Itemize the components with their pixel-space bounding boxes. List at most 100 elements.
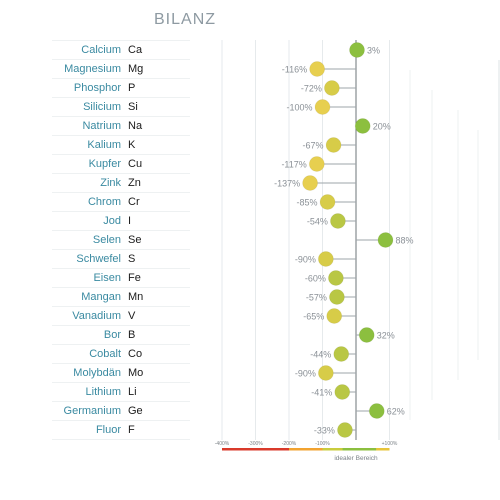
range-bar-segment bbox=[376, 448, 390, 451]
element-symbol-label: Fe bbox=[128, 272, 141, 284]
value-dot bbox=[308, 156, 325, 172]
value-dot bbox=[319, 194, 336, 210]
top-left-fade bbox=[0, 28, 62, 78]
element-name-label: Fluor bbox=[95, 424, 121, 436]
element-symbol-label: Cr bbox=[128, 196, 140, 208]
value-dot bbox=[333, 346, 350, 362]
element-symbol-label: Co bbox=[128, 348, 143, 360]
element-name-label: Schwefel bbox=[76, 253, 121, 265]
value-dot bbox=[302, 175, 319, 191]
x-tick-label: +100% bbox=[382, 441, 398, 447]
value-label: -57% bbox=[306, 293, 327, 303]
value-label: -54% bbox=[307, 217, 328, 227]
range-bar-segment bbox=[322, 448, 343, 451]
value-dot bbox=[377, 232, 394, 248]
element-symbol-label: K bbox=[128, 139, 136, 151]
element-name-label: Mangan bbox=[81, 291, 121, 303]
value-label: -67% bbox=[303, 141, 324, 151]
element-name-label: Silicium bbox=[83, 101, 121, 113]
value-label: -65% bbox=[303, 312, 324, 322]
element-name-label: Calcium bbox=[81, 44, 121, 56]
element-name-label: Magnesium bbox=[64, 63, 121, 75]
value-label: -85% bbox=[297, 198, 318, 208]
element-symbol-label: Se bbox=[128, 234, 142, 246]
value-label: -33% bbox=[314, 426, 335, 436]
value-label: -90% bbox=[295, 255, 316, 265]
value-dot bbox=[368, 403, 385, 419]
value-label: 88% bbox=[395, 236, 413, 246]
value-label: 3% bbox=[367, 46, 380, 56]
value-dot bbox=[349, 42, 366, 58]
value-dot bbox=[309, 61, 326, 77]
element-name-label: Molybdän bbox=[73, 367, 121, 379]
value-label: 32% bbox=[377, 331, 395, 341]
value-label: -44% bbox=[310, 350, 331, 360]
value-dot bbox=[334, 384, 351, 400]
element-name-label: Jod bbox=[103, 215, 121, 227]
element-symbol-label: Ca bbox=[128, 44, 143, 56]
value-label: -41% bbox=[311, 388, 332, 398]
element-symbol-label: P bbox=[128, 82, 136, 94]
element-symbol-label: B bbox=[128, 329, 136, 341]
range-bar-segment bbox=[289, 448, 323, 451]
value-dot bbox=[328, 289, 345, 305]
element-name-label: Zink bbox=[100, 177, 121, 189]
element-symbol-label: Cu bbox=[128, 158, 143, 170]
page-title: BILANZ bbox=[154, 11, 217, 28]
value-dot bbox=[329, 213, 346, 229]
x-tick-label: -400% bbox=[215, 441, 230, 447]
element-symbol-list: Ca Mg P Si Na K Cu Zn Cr I Se S Fe Mn V B Co Mo Li Ge F bbox=[128, 41, 188, 440]
range-bar-segment bbox=[322, 448, 390, 451]
value-label: -116% bbox=[282, 65, 307, 75]
element-symbol-label: Mo bbox=[128, 367, 144, 379]
element-name-label: Kupfer bbox=[88, 158, 121, 170]
value-label: 62% bbox=[387, 407, 405, 417]
element-symbol-label: Na bbox=[128, 120, 143, 132]
element-name-list: Calcium Magnesium Phosphor Silicium Natrium K… bbox=[0, 41, 125, 440]
element-name-label: Vanadium bbox=[72, 310, 121, 322]
element-name-label: Germanium bbox=[63, 405, 121, 417]
element-symbol-label: Mn bbox=[128, 291, 144, 303]
element-name-label: Chrom bbox=[87, 196, 121, 208]
right-rim bbox=[458, 60, 500, 440]
value-dot bbox=[336, 422, 353, 438]
bottom-left-fade bbox=[0, 418, 62, 448]
element-name-label: Natrium bbox=[82, 120, 121, 132]
value-dot bbox=[317, 251, 334, 267]
x-tick-label: -300% bbox=[248, 441, 263, 447]
value-dot bbox=[323, 80, 340, 96]
element-symbol-label: I bbox=[128, 215, 132, 227]
element-symbol-label: Li bbox=[128, 386, 137, 398]
element-name-label: Cobalt bbox=[89, 348, 121, 360]
value-label: -117% bbox=[281, 160, 306, 170]
element-symbol-label: F bbox=[128, 424, 135, 436]
value-label: -60% bbox=[305, 274, 326, 284]
value-label: -137% bbox=[274, 179, 300, 189]
element-symbol-label: Si bbox=[128, 101, 138, 113]
value-dot bbox=[358, 327, 375, 343]
element-name-label: Lithium bbox=[85, 386, 121, 398]
ideal-range-label: idealer Bereich bbox=[334, 455, 378, 462]
value-dot bbox=[326, 308, 343, 324]
value-label: -100% bbox=[286, 103, 312, 113]
range-bar-segment bbox=[222, 448, 289, 451]
value-dot bbox=[314, 99, 331, 115]
element-symbol-label: Zn bbox=[128, 177, 141, 189]
element-symbol-label: Ge bbox=[128, 405, 143, 417]
value-label: -90% bbox=[295, 369, 316, 379]
element-symbol-label: Mg bbox=[128, 63, 144, 75]
element-name-label: Kalium bbox=[87, 139, 121, 151]
value-dot bbox=[325, 137, 342, 153]
x-tick-label: -200% bbox=[282, 441, 297, 447]
element-name-label: Selen bbox=[92, 234, 121, 246]
element-symbol-label: V bbox=[128, 310, 136, 322]
value-dot bbox=[327, 270, 344, 286]
element-name-label: Bor bbox=[103, 329, 121, 341]
value-dot bbox=[317, 365, 334, 381]
element-symbol-label: S bbox=[128, 253, 136, 265]
value-label: -72% bbox=[301, 84, 322, 94]
element-name-label: Phosphor bbox=[73, 82, 121, 94]
element-name-label: Eisen bbox=[93, 272, 121, 284]
value-dot bbox=[354, 118, 371, 134]
